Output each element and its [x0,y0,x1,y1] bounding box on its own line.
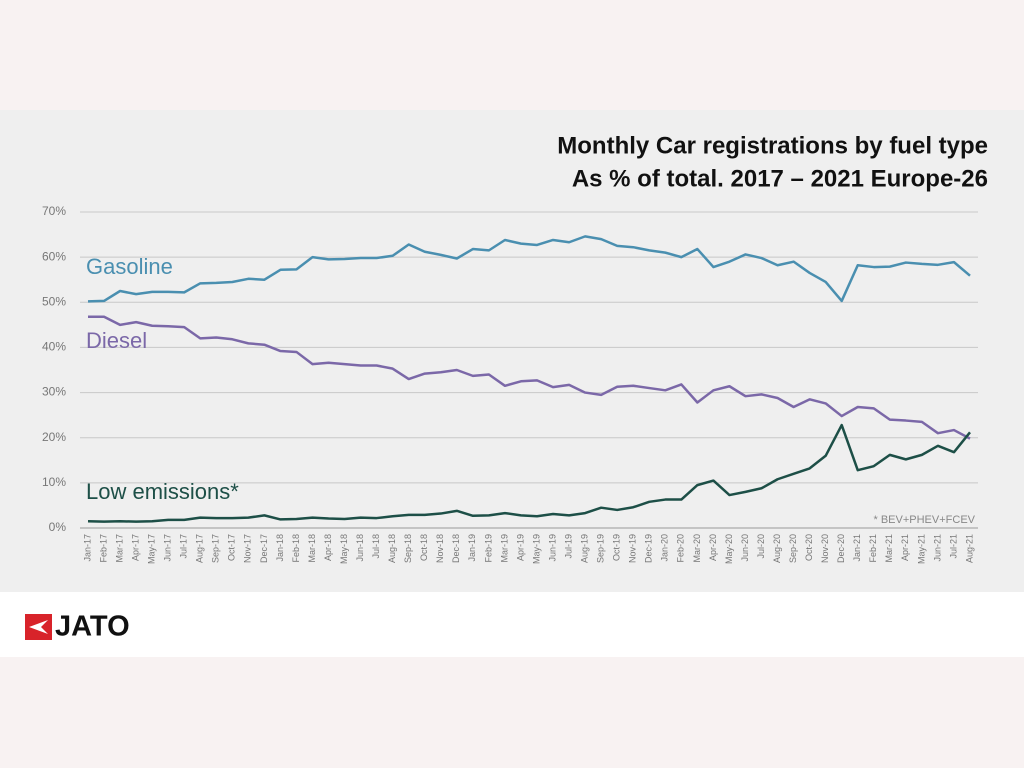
footer-band [0,592,1024,657]
x-tick-label: Jan-17 [82,534,92,562]
x-tick-label: Mar-19 [499,534,509,563]
x-tick-label: Jun-20 [740,534,750,562]
x-tick-label: Dec-17 [259,534,269,563]
x-tick-label: Oct-20 [804,534,814,561]
x-tick-label: May-19 [531,534,541,564]
series-label: Low emissions* [86,479,239,504]
y-tick-label: 50% [42,294,66,308]
footnote: * BEV+PHEV+FCEV [874,514,976,526]
x-tick-label: Jul-19 [563,534,573,559]
x-tick-label: Apr-21 [900,534,910,561]
logo-arrow [29,620,48,634]
x-tick-label: Apr-18 [323,534,333,561]
series-line [87,235,971,303]
x-tick-label: Jun-19 [547,534,557,562]
x-tick-label: Dec-18 [451,534,461,563]
x-tick-label: Mar-20 [692,534,702,563]
logo-text: JATO [55,611,130,643]
x-tick-label: Jul-21 [948,534,958,559]
x-tick-label: Aug-17 [195,534,205,563]
x-tick-label: May-17 [147,534,157,564]
x-tick-label: Jan-20 [660,534,670,562]
x-tick-label: Dec-20 [836,534,846,563]
y-tick-label: 30% [42,385,66,399]
x-tick-label: Oct-19 [612,534,622,561]
logo: JATO [25,611,130,643]
x-tick-label: Sep-19 [596,534,606,563]
x-tick-label: Sep-20 [788,534,798,563]
y-tick-label: 70% [42,204,66,218]
x-tick-label: Aug-20 [772,534,782,563]
x-tick-label: Oct-18 [419,534,429,561]
x-tick-label: Feb-17 [98,534,108,563]
x-tick-label: Jun-21 [932,534,942,562]
x-tick-label: Nov-18 [435,534,445,563]
x-tick-label: Feb-20 [676,534,686,563]
x-tick-label: Oct-17 [227,534,237,561]
x-tick-label: Feb-19 [483,534,493,563]
y-tick-label: 60% [42,249,66,263]
x-tick-label: Sep-17 [211,534,221,563]
x-tick-label: Jul-20 [756,534,766,559]
x-tick-label: Apr-17 [130,534,140,561]
x-tick-label: Aug-19 [580,534,590,563]
x-tick-label: Apr-20 [708,534,718,561]
x-tick-label: Aug-21 [964,534,974,563]
y-tick-label: 10% [42,475,66,489]
x-tick-label: Jul-18 [371,534,381,559]
x-tick-label: Nov-19 [628,534,638,563]
chart-subtitle: As % of total. 2017 – 2021 Europe-26 [572,165,988,192]
chart-panel [0,110,1024,592]
x-tick-label: Aug-18 [387,534,397,563]
x-tick-label: Jan-21 [852,534,862,562]
x-tick-label: Jun-18 [355,534,365,562]
series-line [87,423,971,523]
series-label: Diesel [86,328,147,353]
x-tick-label: Mar-21 [884,534,894,563]
y-tick-label: 0% [49,520,67,534]
x-tick-label: Mar-18 [307,534,317,563]
x-tick-label: May-18 [339,534,349,564]
x-tick-label: Mar-17 [114,534,124,563]
x-tick-label: Sep-18 [403,534,413,563]
x-tick-label: May-21 [916,534,926,564]
x-tick-label: Jan-19 [467,534,477,562]
x-tick-label: Nov-17 [243,534,253,563]
y-tick-label: 40% [42,340,66,354]
chart-title: Monthly Car registrations by fuel type [557,132,988,159]
x-tick-label: Feb-21 [868,534,878,563]
x-tick-label: May-20 [724,534,734,564]
x-tick-label: Jul-17 [179,534,189,559]
x-tick-label: Feb-18 [291,534,301,563]
y-tick-label: 20% [42,430,66,444]
x-tick-label: Jan-18 [275,534,285,562]
x-tick-label: Dec-19 [644,534,654,563]
series-label: Gasoline [86,254,173,279]
x-tick-label: Nov-20 [820,534,830,563]
x-tick-label: Apr-19 [515,534,525,561]
x-tick-label: Jun-17 [163,534,173,562]
series-line [88,315,971,440]
